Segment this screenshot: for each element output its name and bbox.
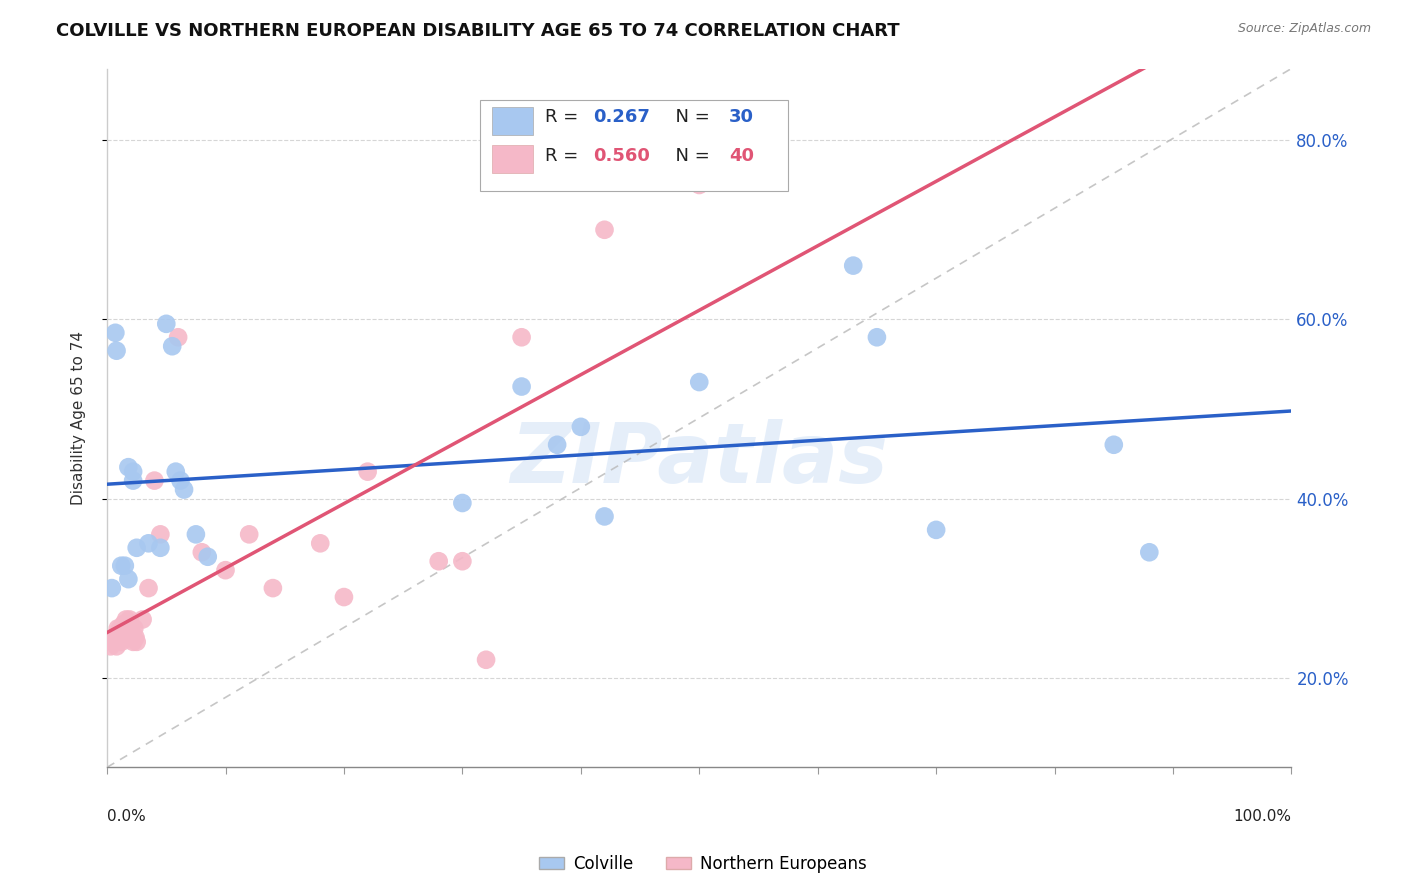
Point — [104, 326, 127, 340]
Y-axis label: Disability Age 65 to 74: Disability Age 65 to 74 — [72, 331, 86, 505]
Point — [451, 554, 474, 568]
Point — [122, 465, 145, 479]
Point — [356, 465, 378, 479]
Point — [120, 622, 142, 636]
Point — [101, 635, 124, 649]
Point — [122, 474, 145, 488]
Point — [546, 438, 568, 452]
Point — [688, 375, 710, 389]
Point — [105, 640, 128, 654]
Point — [112, 616, 135, 631]
Point — [114, 558, 136, 573]
Point — [124, 631, 146, 645]
Point — [593, 223, 616, 237]
Legend: Colville, Northern Europeans: Colville, Northern Europeans — [533, 848, 873, 880]
Point — [117, 572, 139, 586]
Point — [115, 612, 138, 626]
Point — [125, 635, 148, 649]
Point — [125, 541, 148, 555]
Point — [169, 474, 191, 488]
Point — [110, 635, 132, 649]
Point — [309, 536, 332, 550]
Point — [173, 483, 195, 497]
Point — [110, 558, 132, 573]
Point — [262, 581, 284, 595]
Text: Source: ZipAtlas.com: Source: ZipAtlas.com — [1237, 22, 1371, 36]
Point — [167, 330, 190, 344]
Point — [111, 631, 134, 645]
Text: R =: R = — [546, 147, 585, 165]
Point — [117, 616, 139, 631]
Point — [114, 622, 136, 636]
Point — [104, 631, 127, 645]
Text: ZIPatlas: ZIPatlas — [510, 419, 889, 500]
Point — [1102, 438, 1125, 452]
Point — [149, 527, 172, 541]
Point — [108, 626, 131, 640]
Point — [143, 474, 166, 488]
Point — [842, 259, 865, 273]
Point — [118, 612, 141, 626]
Text: COLVILLE VS NORTHERN EUROPEAN DISABILITY AGE 65 TO 74 CORRELATION CHART: COLVILLE VS NORTHERN EUROPEAN DISABILITY… — [56, 22, 900, 40]
Text: 0.0%: 0.0% — [107, 809, 146, 824]
Point — [101, 581, 124, 595]
Point — [160, 339, 183, 353]
Point — [115, 631, 138, 645]
Text: 0.267: 0.267 — [593, 109, 650, 127]
Point — [184, 527, 207, 541]
Point — [427, 554, 450, 568]
Point — [510, 330, 533, 344]
Point — [451, 496, 474, 510]
Point — [138, 581, 160, 595]
Point — [214, 563, 236, 577]
Point — [121, 626, 143, 640]
Point — [191, 545, 214, 559]
Text: R =: R = — [546, 109, 585, 127]
Point — [197, 549, 219, 564]
Point — [510, 379, 533, 393]
Point — [165, 465, 187, 479]
Text: 30: 30 — [728, 109, 754, 127]
Point — [238, 527, 260, 541]
Point — [107, 622, 129, 636]
Point — [105, 343, 128, 358]
Text: N =: N = — [664, 147, 716, 165]
Point — [333, 590, 356, 604]
Text: 0.560: 0.560 — [593, 147, 650, 165]
Point — [108, 622, 131, 636]
Point — [475, 653, 498, 667]
Point — [925, 523, 948, 537]
Point — [149, 541, 172, 555]
Text: 100.0%: 100.0% — [1233, 809, 1292, 824]
Point — [138, 536, 160, 550]
Point — [103, 631, 125, 645]
Point — [1137, 545, 1160, 559]
FancyBboxPatch shape — [481, 100, 789, 191]
Point — [100, 640, 122, 654]
Point — [593, 509, 616, 524]
Point — [569, 420, 592, 434]
Point — [155, 317, 177, 331]
Point — [117, 460, 139, 475]
Point — [131, 612, 153, 626]
Point — [124, 622, 146, 636]
Point — [122, 635, 145, 649]
FancyBboxPatch shape — [492, 107, 533, 135]
Text: 40: 40 — [728, 147, 754, 165]
Point — [866, 330, 889, 344]
Text: N =: N = — [664, 109, 716, 127]
FancyBboxPatch shape — [492, 145, 533, 173]
Point — [688, 178, 710, 192]
